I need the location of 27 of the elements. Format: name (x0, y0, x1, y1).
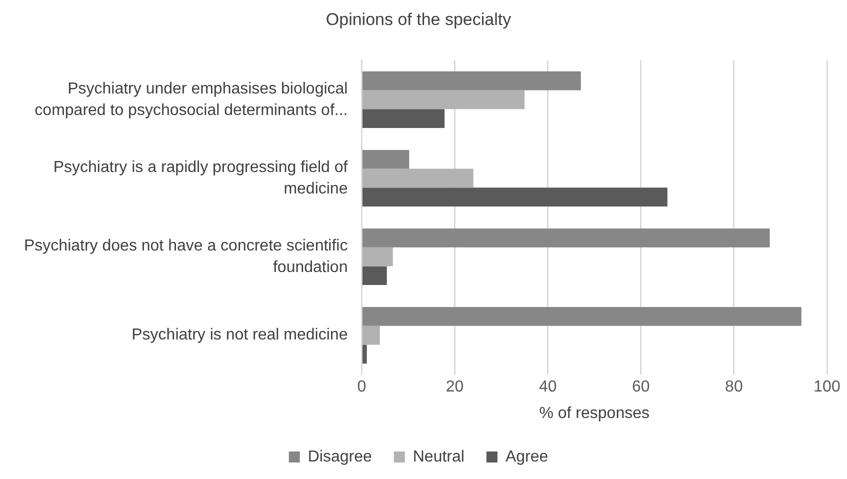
x-tick-label: 60 (632, 378, 650, 396)
x-tick-label: 0 (357, 378, 366, 396)
bar (362, 109, 445, 128)
bar (362, 266, 387, 286)
x-tick-label: 80 (725, 378, 743, 396)
x-axis-title: % of responses (539, 404, 650, 422)
x-tick-label: 40 (538, 378, 557, 396)
bar (362, 326, 380, 345)
x-tick-label: 100 (814, 378, 840, 396)
bar (362, 150, 410, 169)
chart-title: Opinions of the specialty (326, 10, 512, 29)
x-tick-label: 20 (446, 378, 464, 396)
bar (362, 247, 393, 266)
legend-label: Agree (505, 448, 548, 466)
bar (362, 71, 581, 90)
bar (362, 168, 474, 188)
bar (362, 90, 525, 110)
legend-label: Neutral (412, 448, 464, 466)
bar (362, 188, 668, 207)
y-tick-label: Psychiatry does not have a concrete scientific foundation (24, 237, 348, 276)
bar (362, 344, 367, 364)
bar (362, 228, 770, 248)
y-tick-label: Psychiatry is a rapidly progressing field of medicine (53, 158, 348, 198)
legend-label: Disagree (308, 448, 372, 466)
y-tick-label: Psychiatry is not real medicine (132, 326, 348, 344)
bar (362, 307, 802, 326)
y-tick-label: Psychiatry under emphasises biological compared to psychosocial determinants of... (34, 80, 348, 119)
